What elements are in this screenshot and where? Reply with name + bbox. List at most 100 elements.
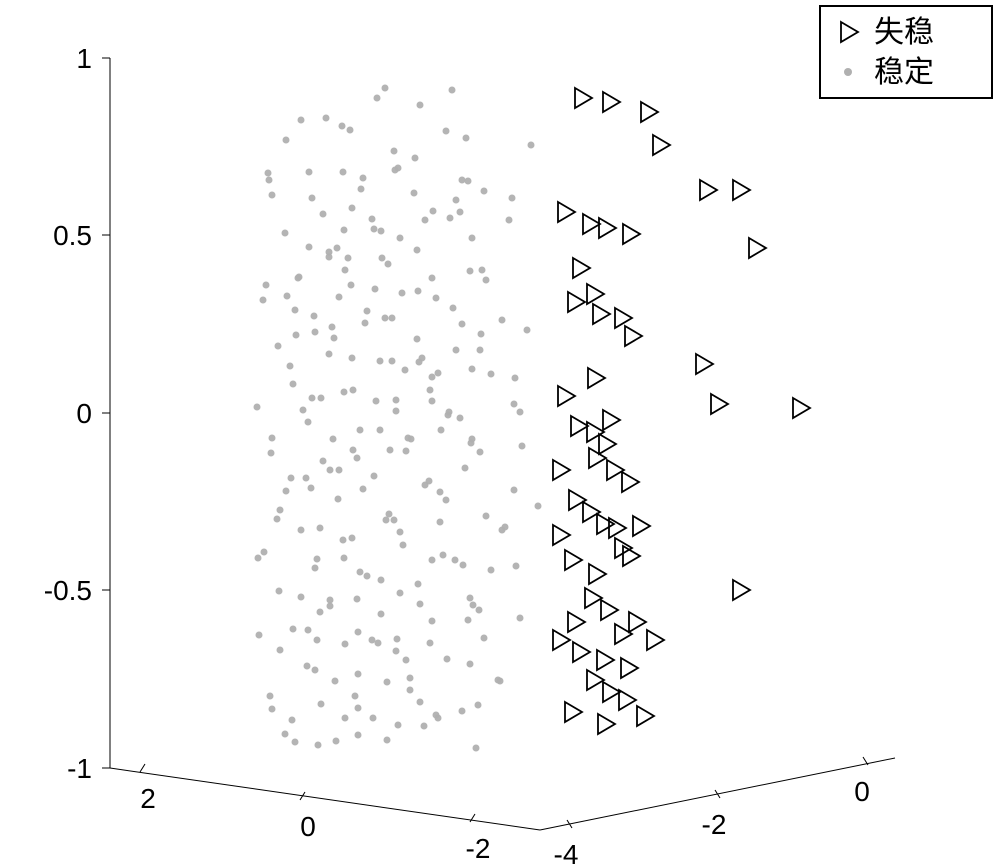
unstable-point — [629, 612, 646, 632]
xleft-tick-label: 0 — [300, 811, 316, 842]
stable-point — [277, 507, 284, 514]
stable-point — [360, 175, 367, 182]
stable-point — [499, 317, 506, 324]
stable-point — [502, 524, 509, 531]
stable-point — [320, 211, 327, 218]
stable-point — [269, 706, 276, 713]
xleft-tick-label: -2 — [466, 833, 491, 864]
stable-point — [411, 190, 418, 197]
stable-point — [465, 617, 472, 624]
stable-point — [314, 556, 321, 563]
stable-point — [427, 387, 434, 394]
stable-point — [378, 228, 385, 235]
stable-point — [509, 195, 516, 202]
unstable-point — [558, 202, 575, 222]
stable-point — [437, 489, 444, 496]
stable-point — [378, 611, 385, 618]
stable-point — [412, 155, 419, 162]
stable-point — [369, 637, 376, 644]
stable-point — [399, 290, 406, 297]
stable-point — [269, 192, 276, 199]
stable-point — [395, 722, 402, 729]
series-stable — [254, 85, 542, 752]
stable-point — [293, 332, 300, 339]
stable-point — [446, 409, 453, 416]
stable-point — [429, 618, 436, 625]
stable-point — [329, 324, 336, 331]
unstable-point — [587, 284, 604, 304]
stable-point — [314, 637, 321, 644]
stable-point — [386, 511, 393, 518]
stable-point — [292, 739, 299, 746]
stable-point — [342, 267, 349, 274]
stable-point — [354, 596, 361, 603]
stable-point — [267, 693, 274, 700]
unstable-point — [571, 416, 588, 436]
stable-point — [345, 255, 352, 262]
stable-point — [477, 347, 484, 354]
stable-point — [459, 177, 466, 184]
stable-point — [429, 374, 436, 381]
stable-point — [318, 701, 325, 708]
stable-point — [309, 195, 316, 202]
z-tick-label: 0 — [76, 398, 92, 429]
unstable-point — [615, 308, 632, 328]
stable-point — [385, 261, 392, 268]
stable-point — [355, 732, 362, 739]
z-tick-label: -0.5 — [44, 575, 92, 606]
stable-point — [470, 602, 477, 609]
stable-point — [417, 699, 424, 706]
stable-point — [426, 478, 433, 485]
stable-point — [355, 629, 362, 636]
stable-point — [447, 215, 454, 222]
xright-tick-label: -4 — [554, 839, 579, 865]
stable-point — [414, 247, 421, 254]
stable-point — [462, 465, 469, 472]
unstable-point — [700, 180, 717, 200]
stable-point — [255, 555, 262, 562]
stable-point — [369, 216, 376, 223]
stable-point — [352, 693, 359, 700]
stable-point — [373, 398, 380, 405]
stable-point — [382, 85, 389, 92]
unstable-point — [565, 702, 582, 722]
stable-point — [403, 657, 410, 664]
stable-point — [254, 404, 261, 411]
stable-point — [305, 419, 312, 426]
stable-point — [457, 415, 464, 422]
unstable-point — [609, 518, 626, 538]
stable-point — [309, 395, 316, 402]
stable-point — [333, 738, 340, 745]
stable-point — [268, 450, 275, 457]
xright-tick-label: 0 — [854, 776, 870, 807]
stable-point — [276, 588, 283, 595]
stable-point — [377, 427, 384, 434]
stable-point — [429, 275, 436, 282]
stable-point — [403, 448, 410, 455]
stable-point — [304, 663, 311, 670]
unstable-point — [593, 304, 610, 324]
stable-point — [355, 705, 362, 712]
stable-point — [421, 723, 428, 730]
stable-point — [416, 359, 423, 366]
unstable-point — [597, 650, 614, 670]
stable-point — [528, 142, 535, 149]
stable-point — [341, 555, 348, 562]
stable-point — [334, 245, 341, 252]
stable-point — [289, 717, 296, 724]
stable-point — [459, 321, 466, 328]
stable-point — [397, 529, 404, 536]
stable-point — [341, 227, 348, 234]
stable-point — [405, 435, 412, 442]
unstable-point — [603, 682, 620, 702]
stable-point — [284, 293, 291, 300]
stable-point — [402, 367, 409, 374]
stable-point — [342, 641, 349, 648]
stable-point — [312, 667, 319, 674]
stable-point — [261, 549, 268, 556]
unstable-point — [599, 434, 616, 454]
legend-label: 失稳 — [874, 16, 934, 49]
stable-point — [283, 488, 290, 495]
stable-point — [256, 632, 263, 639]
legend-marker-dot — [844, 68, 852, 76]
